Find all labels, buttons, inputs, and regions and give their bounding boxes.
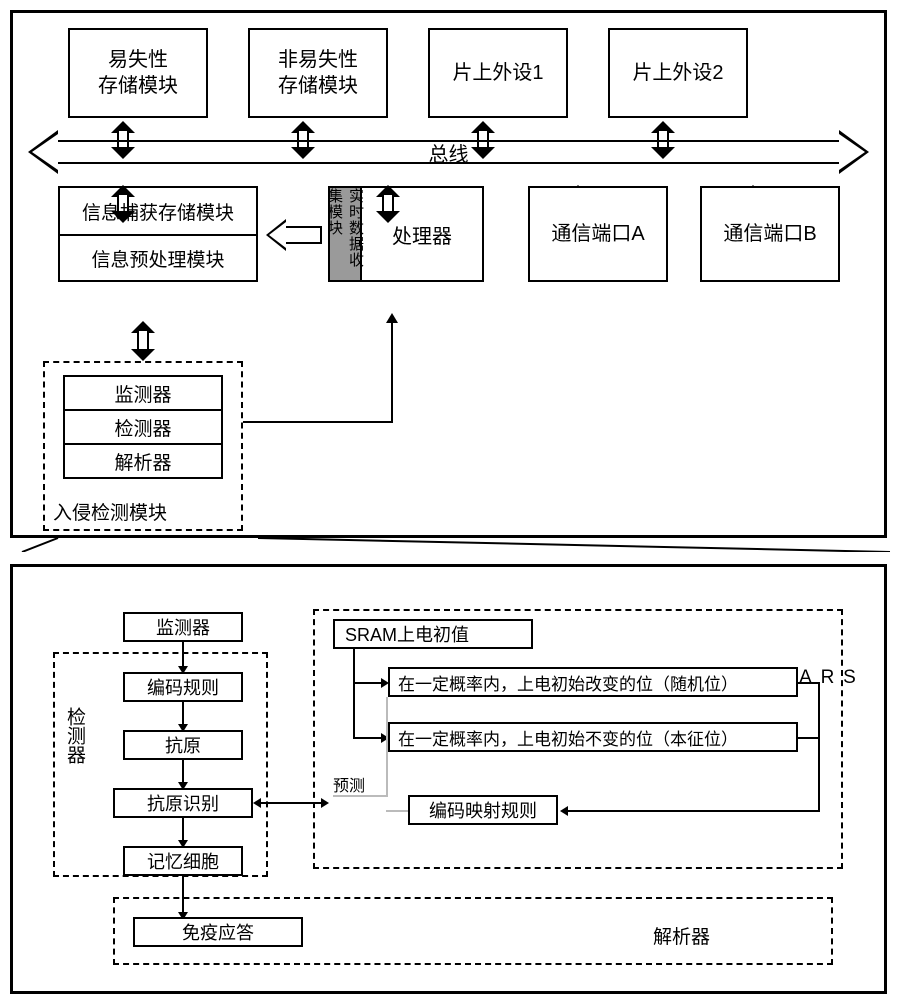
encoding-mapping-box: 编码映射规则 — [408, 795, 558, 825]
volatile-storage-block: 易失性存储模块 — [68, 28, 208, 118]
comm-port-b: 通信端口B — [700, 186, 840, 282]
label: 片上外设2 — [632, 60, 723, 86]
label: 解析器 — [114, 448, 171, 475]
label: 易失性存储模块 — [98, 47, 178, 99]
arrow-right — [353, 682, 381, 684]
memory-cell-box: 记忆细胞 — [123, 846, 243, 876]
sram-random-bits-box: 在一定概率内，上电初始改变的位（随机位） — [388, 667, 798, 697]
parser-label: 解析器 — [653, 922, 710, 949]
antigen-recognition-box: 抗原识别 — [113, 788, 253, 818]
sram-branch-line — [353, 649, 355, 739]
detector-to-processor-line — [243, 421, 393, 423]
bus-label: 总线 — [429, 138, 469, 167]
label: 免疫应答 — [182, 919, 254, 945]
arrow-right — [353, 737, 381, 739]
ids-monitor: 监测器 — [63, 375, 223, 411]
arrow-down — [182, 818, 184, 840]
label: 实时数据收集模块 — [324, 188, 366, 280]
lower-detail-frame: 监测器 检测器 编码规则 抗原 抗原识别 记忆细胞 SRAM单元 SRAM上电初… — [10, 564, 887, 994]
label: 片上外设1 — [452, 60, 543, 86]
bracket-line — [818, 682, 820, 812]
ids-module-label: 入侵检测模块 — [53, 498, 167, 525]
bracket-line — [798, 682, 818, 684]
capture-storage-block: 信息捕获存储模块 — [60, 188, 256, 234]
processor-group: 实时数据收集模块 处理器 — [328, 186, 484, 282]
nonvolatile-storage-block: 非易失性存储模块 — [248, 28, 388, 118]
arrow-left — [568, 810, 820, 812]
bracket-line — [798, 737, 818, 739]
label: 非易失性存储模块 — [278, 47, 358, 99]
predict-gray-line — [386, 697, 388, 797]
comm-port-a: 通信端口A — [528, 186, 668, 282]
bidirectional-arrow — [261, 802, 321, 804]
label: 抗原 — [165, 732, 201, 758]
mid-row: 信息捕获存储模块 信息预处理模块 实时数据收集模块 处理器 通信端口A 通信端口… — [28, 186, 869, 296]
monitor-box: 监测器 — [123, 612, 243, 642]
detector-label: 检测器 — [61, 707, 88, 764]
data-flow-arrow-left — [266, 220, 322, 250]
detector-to-processor-arrow — [391, 323, 393, 423]
realtime-collection-module: 实时数据收集模块 — [330, 188, 362, 280]
label: 处理器 — [392, 220, 452, 249]
predict-label: 预测 — [333, 772, 365, 796]
label: 信息捕获存储模块 — [82, 198, 234, 225]
capture-preprocess-group: 信息捕获存储模块 信息预处理模块 — [58, 186, 258, 282]
label: 在一定概率内，上电初始不变的位（本征位） — [398, 725, 738, 750]
immune-response-box: 免疫应答 — [133, 917, 303, 947]
label: 记忆细胞 — [147, 848, 219, 874]
top-modules-row: 易失性存储模块 非易失性存储模块 片上外设1 片上外设2 — [68, 28, 869, 118]
ids-connector-arrow — [133, 321, 153, 361]
sram-intrinsic-bits-box: 在一定概率内，上电初始不变的位（本征位） — [388, 722, 798, 752]
peripheral-1-block: 片上外设1 — [428, 28, 568, 118]
predict-gray-line — [386, 810, 408, 812]
label: 监测器 — [114, 380, 171, 407]
zoom-connector-lines — [10, 538, 897, 552]
label: 编码映射规则 — [429, 797, 537, 823]
label: 信息预处理模块 — [91, 245, 224, 272]
label: 检测器 — [114, 414, 171, 441]
antigen-box: 抗原 — [123, 730, 243, 760]
label: 监测器 — [156, 614, 210, 640]
label: 抗原识别 — [147, 790, 219, 816]
preprocess-block: 信息预处理模块 — [60, 234, 256, 280]
label: 编码规则 — [147, 674, 219, 700]
arrow-down — [182, 760, 184, 782]
encoding-rule-box: 编码规则 — [123, 672, 243, 702]
label: 通信端口A — [551, 221, 644, 247]
processor-block: 处理器 — [362, 188, 482, 280]
upper-system-frame: 易失性存储模块 非易失性存储模块 片上外设1 片上外设2 总线 信息捕获存储模块… — [10, 10, 887, 538]
sram-init-box: SRAM上电初值 — [333, 619, 533, 649]
system-bus: 总线 — [28, 140, 869, 164]
label: 通信端口B — [723, 221, 816, 247]
intrusion-detection-module: 监测器 检测器 解析器 入侵检测模块 — [43, 361, 243, 531]
bus-row: 总线 — [28, 128, 869, 176]
label: 在一定概率内，上电初始改变的位（随机位） — [398, 670, 738, 695]
ids-detector: 检测器 — [63, 409, 223, 445]
arrow-down — [182, 702, 184, 724]
ids-parser: 解析器 — [63, 443, 223, 479]
label: SRAM上电初值 — [345, 621, 469, 647]
peripheral-2-block: 片上外设2 — [608, 28, 748, 118]
